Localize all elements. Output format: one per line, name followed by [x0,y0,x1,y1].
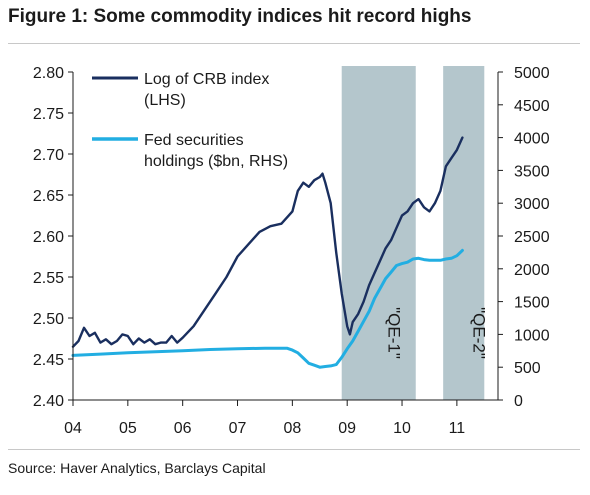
legend-entry-line: Log of CRB index [144,71,269,88]
left-axis-tick-label: 2.50 [33,311,64,328]
right-axis-tick-label: 4000 [514,131,550,148]
x-axis-tick-label: 04 [64,420,82,437]
legend-entry-line: (LHS) [144,92,186,109]
axes: 2.402.452.502.552.602.652.702.752.800500… [33,65,550,437]
fed-holdings-line [71,248,464,369]
right-axis-tick-label: 2500 [514,229,550,246]
left-axis-tick-label: 2.70 [33,147,64,164]
figure-source: Source: Haver Analytics, Barclays Capita… [8,460,266,476]
right-axis-tick-label: 3000 [514,196,550,213]
legend-entry: Fed securities holdings ($bn, RHS) [144,132,288,170]
left-axis-tick-label: 2.75 [33,106,64,123]
x-axis-tick-label: 06 [174,420,192,437]
left-axis-tick-label: 2.45 [33,352,64,369]
legend: Log of CRB index (LHS) Fed securities holdi… [92,71,288,170]
series-lines [71,136,464,369]
right-axis-tick-label: 3500 [514,163,550,180]
left-axis-tick-label: 2.55 [33,270,64,287]
right-axis-tick-label: 0 [514,393,523,410]
x-axis-tick-label: 11 [449,420,466,437]
crb-index-line [71,136,464,348]
qe-period-band [341,66,416,400]
qe-period-label: "QE-2" [470,307,489,359]
left-axis-tick-label: 2.80 [33,65,64,82]
x-axis-tick-label: 08 [283,420,301,437]
qe-period-band [443,66,485,400]
right-axis-tick-label: 2000 [514,262,550,279]
title-divider [8,43,580,44]
left-axis-tick-label: 2.40 [33,393,64,410]
right-axis-tick-label: 4500 [514,98,550,115]
figure-title: Figure 1: Some commodity indices hit rec… [8,6,472,27]
right-axis-tick-label: 1500 [514,295,550,312]
legend-entry-line: Fed securities [144,132,244,149]
left-axis-tick-label: 2.65 [33,188,64,205]
right-axis-tick-label: 500 [514,360,541,377]
qe-period-label: "QE-1" [385,307,404,359]
left-axis-tick-label: 2.60 [33,229,64,246]
legend-entry-line: holdings ($bn, RHS) [144,153,288,170]
x-axis-tick-label: 05 [119,420,137,437]
right-axis-tick-label: 5000 [514,65,550,82]
x-axis-tick-label: 09 [338,420,356,437]
x-axis-tick-label: 07 [229,420,247,437]
legend-entry: Log of CRB index (LHS) [144,71,269,109]
right-axis-tick-label: 1000 [514,327,550,344]
x-axis-tick-label: 10 [393,420,411,437]
source-divider [8,449,580,450]
shaded-periods: "QE-1" "QE-2" [341,66,489,400]
